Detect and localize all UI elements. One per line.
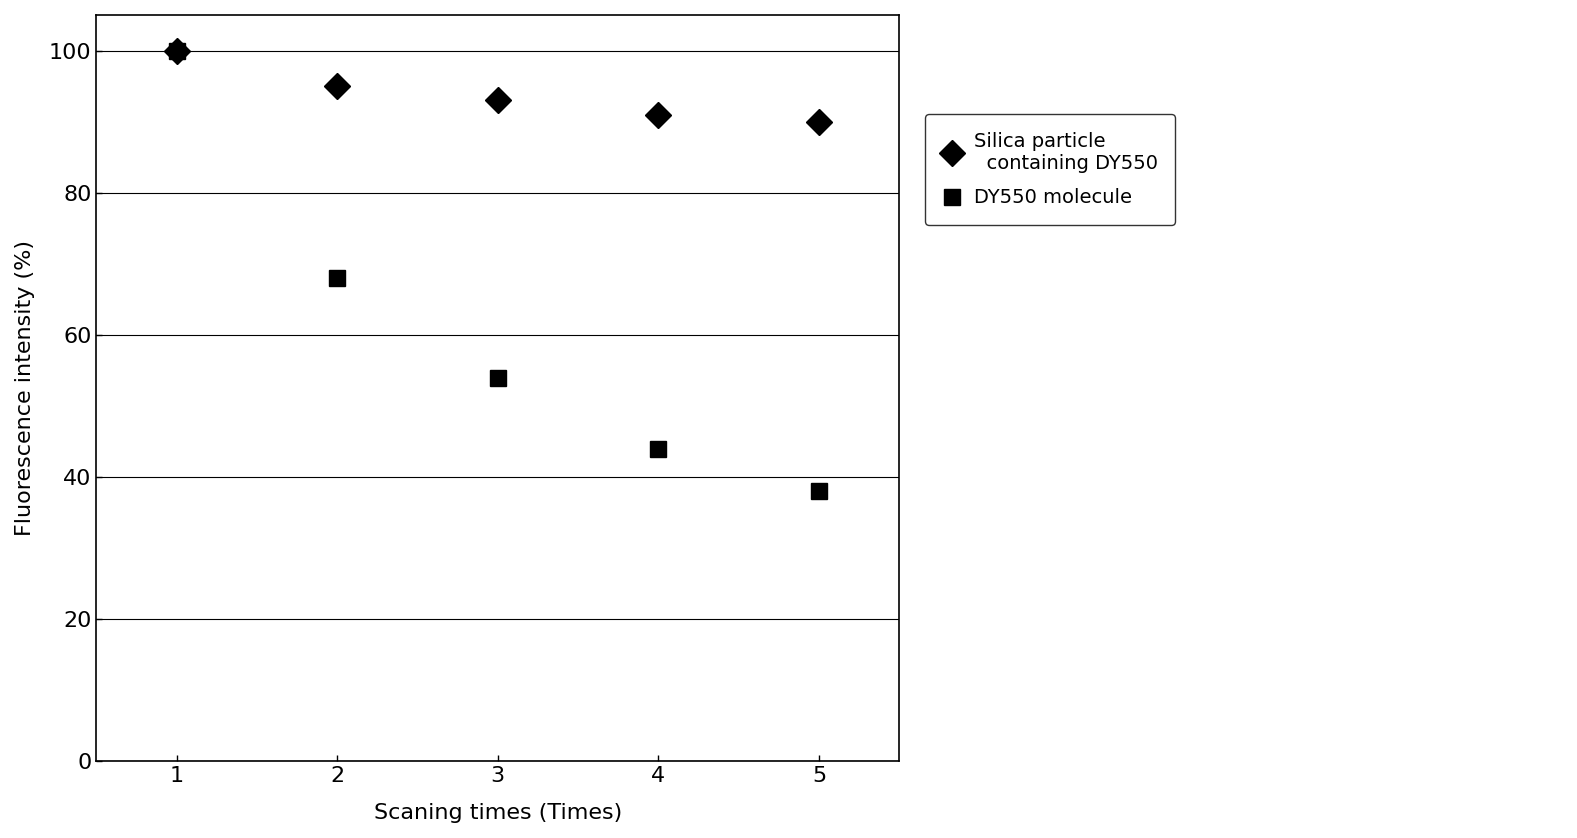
Line: Silica particle
  containing DY550: Silica particle containing DY550 [167, 42, 828, 131]
Silica particle
  containing DY550 [648, 110, 667, 120]
Y-axis label: Fluorescence intensity (%): Fluorescence intensity (%) [16, 241, 35, 536]
DY550 molecule [328, 273, 347, 283]
DY550 molecule [167, 45, 186, 55]
DY550 molecule [489, 373, 508, 383]
X-axis label: Scaning times (Times): Scaning times (Times) [374, 803, 621, 823]
Silica particle
  containing DY550 [167, 45, 186, 55]
Line: DY550 molecule: DY550 molecule [169, 42, 828, 499]
Silica particle
  containing DY550 [328, 81, 347, 91]
DY550 molecule [809, 486, 828, 496]
Silica particle
  containing DY550 [809, 116, 828, 127]
DY550 molecule [648, 443, 667, 453]
Silica particle
  containing DY550 [489, 96, 508, 106]
Legend: Silica particle
  containing DY550, DY550 molecule: Silica particle containing DY550, DY550 … [926, 114, 1175, 225]
